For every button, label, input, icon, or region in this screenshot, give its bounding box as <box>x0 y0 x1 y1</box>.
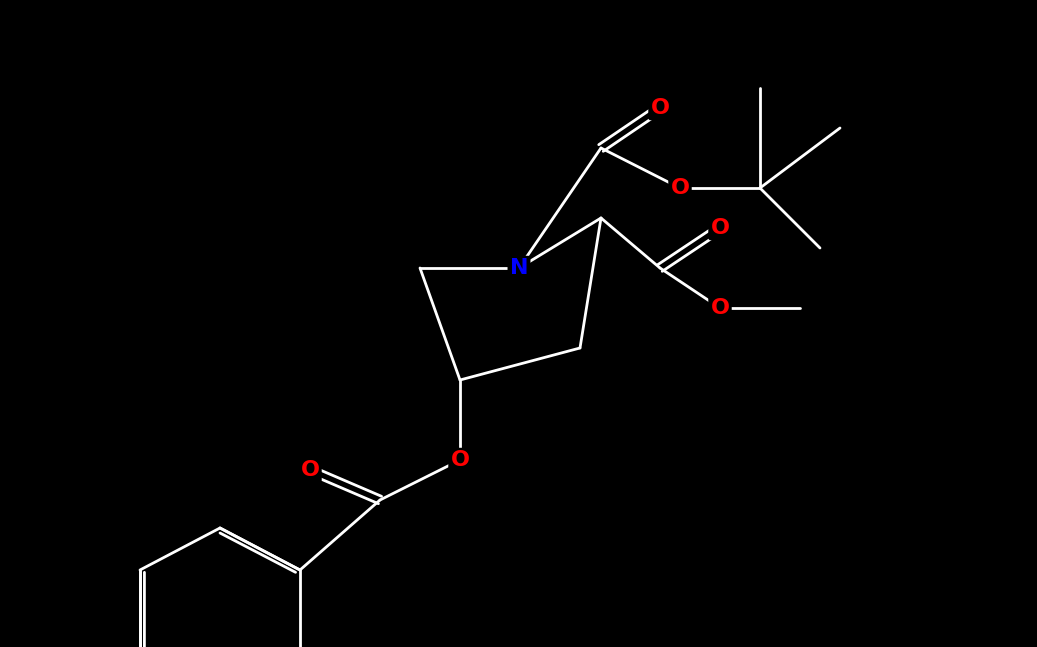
Text: O: O <box>650 98 670 118</box>
Text: O: O <box>450 450 470 470</box>
Text: O: O <box>710 218 729 238</box>
Text: O: O <box>671 178 690 198</box>
Text: N: N <box>510 258 528 278</box>
Text: O: O <box>301 460 319 480</box>
Text: O: O <box>710 298 729 318</box>
